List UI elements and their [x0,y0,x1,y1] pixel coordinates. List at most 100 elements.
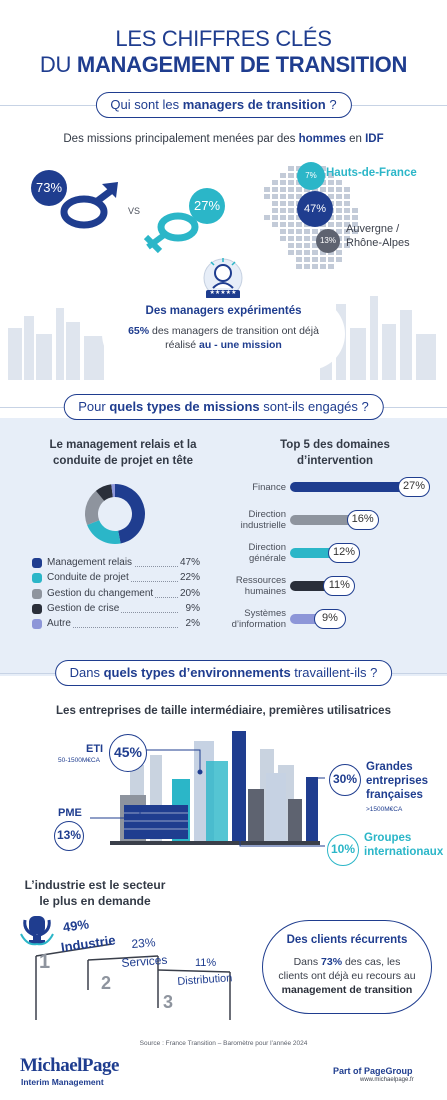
legend-item: Management relais 47% [32,556,200,570]
region-ara-circle: 13% [316,229,340,253]
map-dot [304,229,310,234]
map-dot [296,222,302,227]
map-dot [328,215,334,220]
male-symbol-icon [60,182,118,229]
eti-label: ETI [86,743,104,755]
map-dot [288,236,294,241]
map-dot [312,229,318,234]
map-dot [344,243,350,248]
map-dot [328,194,334,199]
map-dot [336,187,342,192]
part-of-pagegroup: Part of PageGroup [333,1066,413,1076]
map-dot [344,222,350,227]
legend-swatch [32,558,42,568]
map-dot [280,180,286,185]
map-dot [288,180,294,185]
stars-rating: ★★★★★ [209,290,237,296]
map-dot [296,194,302,199]
domain-value-badge: 27% [398,477,430,497]
map-dot [272,201,278,206]
map-dot [280,222,286,227]
pme-pct-circle: 13% [54,821,84,851]
map-dot [264,187,270,192]
eti-pct-circle: 45% [109,734,147,772]
grandes-label: Grandes entreprises françaises [366,761,429,801]
map-dot [288,166,294,171]
legend-value: 2% [185,618,200,630]
section1-pill: Qui sont les managers de transition ? [95,92,352,118]
podium-chart [35,943,231,1020]
map-dot [328,257,334,262]
vs-label: VS [128,206,141,216]
experienced-text: 65% des managers de transition ont déjà … [128,325,319,351]
map-dot [288,215,294,220]
legend-swatch [32,573,42,584]
groupes-pct-circle: 10% [327,834,359,866]
manager-rating-icon [203,258,243,299]
female-pct-circle: 27% [189,188,225,224]
domain-bar [290,548,346,558]
source-note: Source : France Transition – Baromètre p… [139,1040,308,1047]
donut-slice [95,484,113,501]
section2-background [0,418,447,676]
map-dot [272,222,278,227]
donut-slice [115,484,146,544]
section3-header: Dans quels types d’environnements travai… [0,660,447,686]
map-dot [344,215,350,220]
map-dot [304,243,310,248]
donut-slice [85,490,105,526]
podium-pct-3: 11% [195,957,217,969]
legend-value: 22% [179,572,200,584]
map-dot [336,257,342,262]
map-dot [280,215,286,220]
map-dot [296,264,302,269]
map-dot [280,173,286,178]
title-line1: LES CHIFFRES CLÉS [115,26,332,51]
map-dot [336,180,342,185]
map-dot [280,194,286,199]
city-skyline-icon [110,731,320,845]
domain-bar [290,515,365,525]
map-dot [264,194,270,199]
map-dot [344,187,350,192]
map-dot [336,194,342,199]
legend-label: Management relais [47,556,135,570]
map-dot [304,250,310,255]
map-dot [344,236,350,241]
map-dot [304,257,310,262]
map-dot [312,257,318,262]
map-dot [288,208,294,213]
map-dot [288,222,294,227]
legend-label: Gestion du changement [47,586,156,601]
map-dot [352,229,358,234]
map-dot [296,229,302,234]
missions-left-title: Le management relais et la conduite de p… [49,439,197,467]
map-dot [312,236,318,241]
legend-item: Autre 2% [32,617,200,632]
legend-swatch [32,588,42,599]
map-dot [312,264,318,269]
map-dot [288,243,294,248]
michaelpage-logo: MichaelPage [20,1055,119,1076]
map-dot [336,222,342,227]
map-dot [296,250,302,255]
map-dot [336,208,342,213]
map-dot [328,222,334,227]
domain-bar [290,614,332,624]
legend-value: 47% [179,557,200,568]
pme-label: PME [58,807,82,819]
legend-label: Conduite de projet [47,571,131,586]
podium-rank-1: 1 [39,951,51,973]
domain-label: Finance [252,482,286,493]
clients-text: Dans 73% des cas, les clients ont déjà e… [278,956,416,996]
map-dot [328,187,334,192]
page-title: LES CHIFFRES CLÉS DU MANAGEMENT DE TRANS… [0,26,447,78]
domain-value-badge: 12% [328,543,360,563]
domain-bar [290,482,416,492]
map-dot [280,201,286,206]
podium-rank-3: 3 [163,992,174,1012]
website-link[interactable]: www.michaelpage.fr [360,1077,414,1083]
grandes-pct-circle: 30% [329,764,361,796]
legend-value: 9% [185,602,200,614]
brand-subtitle: Interim Management [21,1077,104,1087]
